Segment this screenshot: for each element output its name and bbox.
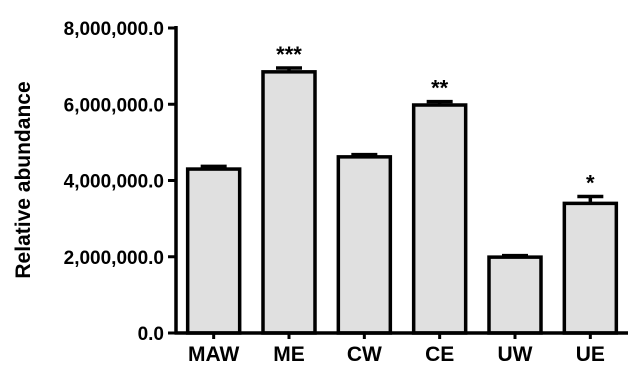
significance-label-ce: ** [431, 76, 449, 101]
y-tick-label-1: 2,000,000.0 [64, 248, 164, 269]
x-tick-label-cw: CW [347, 343, 382, 365]
bar-cw [336, 155, 393, 335]
significance-label-me: *** [276, 42, 302, 67]
bars-group [185, 66, 619, 335]
bar-maw [185, 167, 242, 335]
x-ticks-group: MAW ME CW CE UW UE [188, 333, 605, 365]
x-tick-label-me: ME [273, 343, 305, 365]
x-tick-label-uw: UW [498, 343, 533, 365]
bar-ue [562, 201, 619, 335]
bar-me [261, 70, 317, 335]
significance-label-ue: * [586, 171, 595, 196]
significance-group: ****** [276, 42, 595, 195]
y-axis-title: Relative abundance [12, 81, 35, 278]
axes-group [174, 26, 628, 335]
bar-uw [487, 255, 543, 335]
x-tick-label-ue: UE [576, 343, 605, 365]
y-ticks-group: 0.0 2,000,000.0 4,000,000.0 6,000,000.0 8,00… [64, 19, 176, 345]
x-tick-label-ce: CE [425, 343, 454, 365]
y-tick-label-3: 6,000,000.0 [64, 95, 164, 116]
y-tick-label-0: 0.0 [138, 324, 164, 345]
y-tick-label-2: 4,000,000.0 [64, 172, 164, 193]
y-tick-label-4: 8,000,000.0 [64, 19, 164, 40]
bar-ce [411, 103, 468, 335]
x-tick-label-maw: MAW [188, 343, 240, 365]
